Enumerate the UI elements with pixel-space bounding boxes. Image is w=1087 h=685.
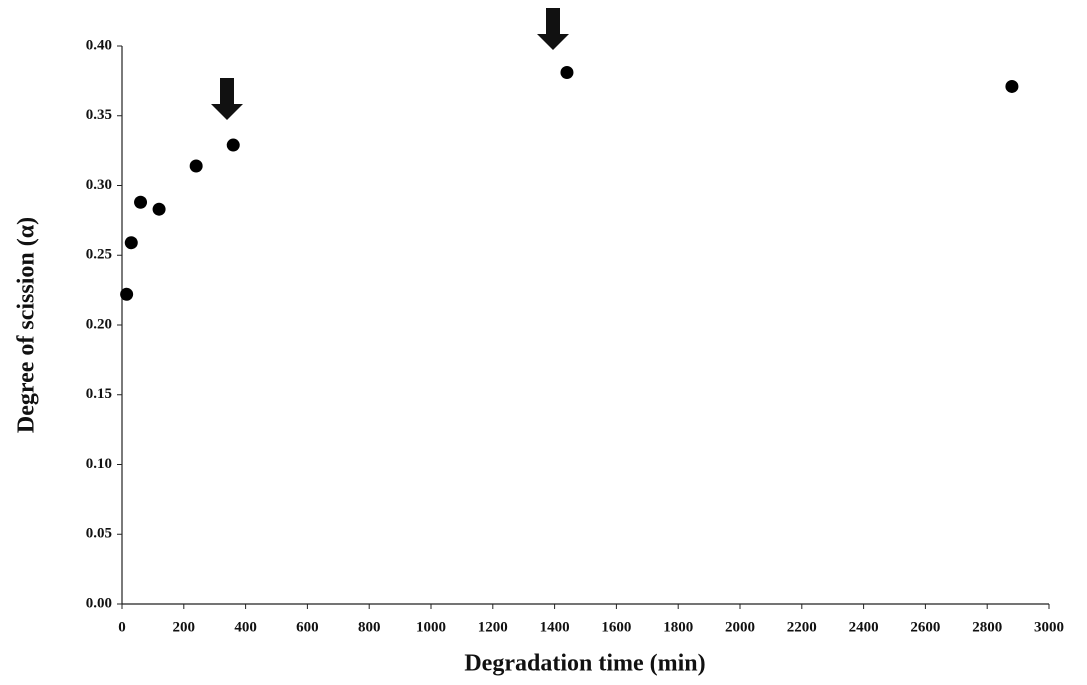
x-tick-label: 2200 [787, 619, 817, 635]
x-tick-label: 2000 [725, 619, 755, 635]
x-tick-label: 200 [173, 619, 196, 635]
y-axis-title: Degree of scission (α) [14, 217, 40, 433]
y-tick-label: 0.00 [86, 595, 112, 611]
arrow [211, 78, 243, 120]
point [152, 202, 166, 216]
x-tick-label: 1000 [416, 619, 446, 635]
y-tick-label: 0.30 [86, 177, 112, 193]
y-tick-label: 0.05 [86, 526, 112, 542]
point [1005, 79, 1019, 93]
arrow [537, 8, 569, 50]
x-axis-title: Degradation time (min) [464, 651, 705, 677]
x-tick-label: 2800 [972, 619, 1002, 635]
point [189, 159, 203, 173]
x-tick-label: 3000 [1034, 619, 1064, 635]
point [134, 195, 148, 209]
point [120, 287, 134, 301]
x-tick-label: 1800 [663, 619, 693, 635]
x-tick-label: 1400 [540, 619, 570, 635]
y-tick-label: 0.15 [86, 386, 112, 402]
y-tick-label: 0.35 [86, 107, 112, 123]
x-tick-label: 0 [118, 619, 126, 635]
point [226, 138, 240, 152]
x-tick-label: 1200 [478, 619, 508, 635]
x-tick-label: 2600 [910, 619, 940, 635]
y-tick-label: 0.25 [86, 247, 112, 263]
point [560, 66, 574, 80]
x-tick-label: 800 [358, 619, 381, 635]
point [124, 236, 138, 250]
x-tick-label: 400 [234, 619, 257, 635]
x-tick-label: 600 [296, 619, 319, 635]
x-tick-label: 2400 [849, 619, 879, 635]
y-tick-label: 0.10 [86, 456, 112, 472]
x-tick-label: 1600 [601, 619, 631, 635]
y-tick-label: 0.40 [86, 37, 112, 53]
y-tick-label: 0.20 [86, 316, 112, 332]
